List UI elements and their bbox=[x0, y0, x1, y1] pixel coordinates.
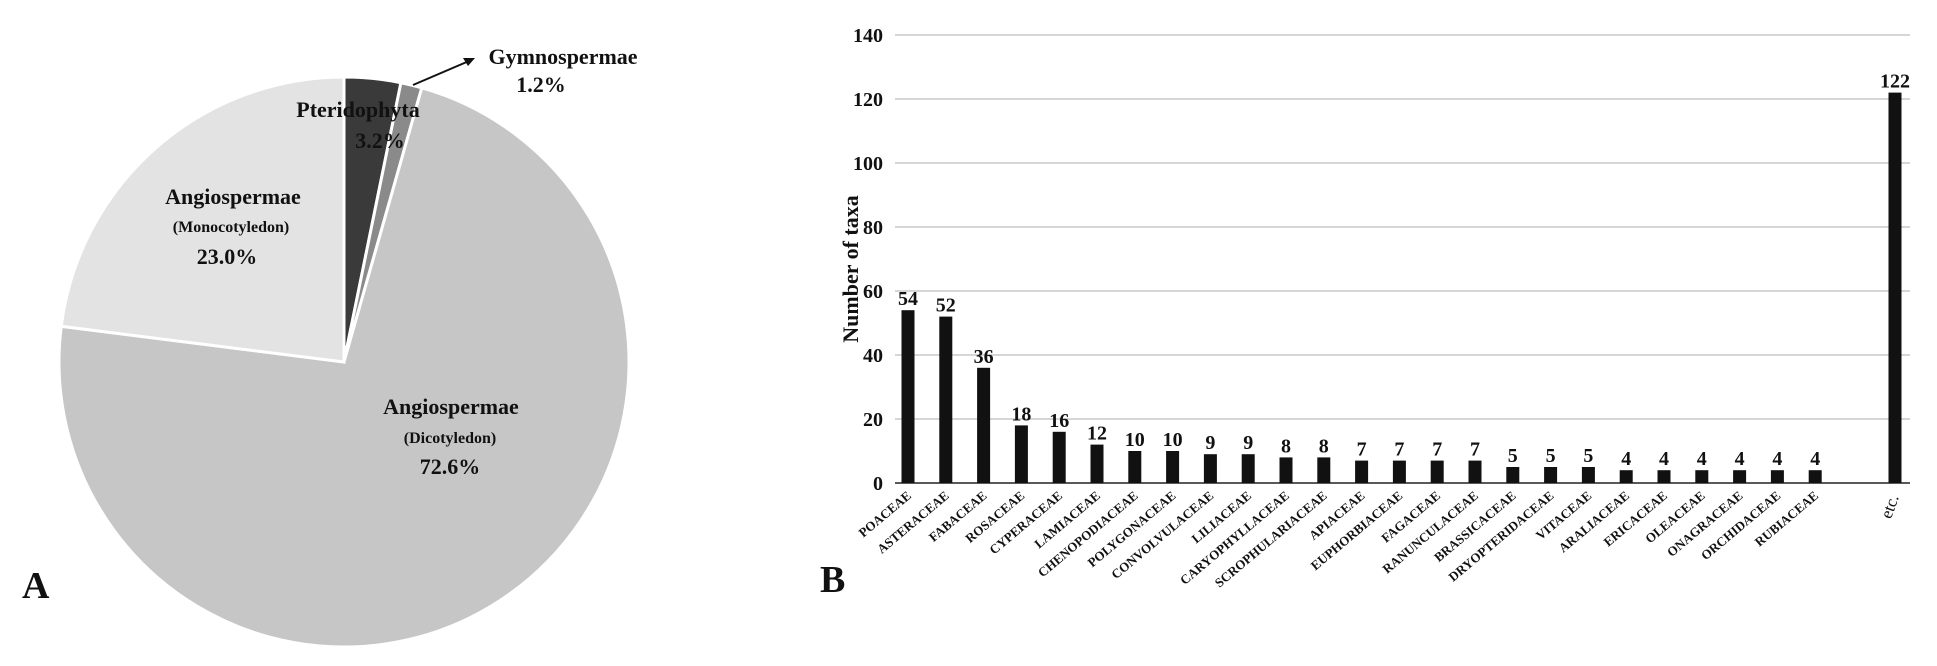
y-tick-label: 60 bbox=[863, 281, 883, 303]
y-tick-label: 80 bbox=[863, 217, 883, 239]
pie-value-pteridophyta: 3.2% bbox=[355, 128, 405, 153]
pie-chart: Pteridophyta 3.2% Gymnospermae 1.2% Angiospe… bbox=[57, 44, 638, 649]
y-tick-label: 140 bbox=[853, 25, 883, 47]
bar-fagaceae bbox=[1430, 460, 1444, 483]
pie-label-monocot: Angiospermae bbox=[165, 184, 301, 209]
bar-value-label: 4 bbox=[1697, 448, 1707, 470]
pie-slice-angiospermae-dicotyledon bbox=[57, 85, 631, 649]
bar-value-label: 5 bbox=[1546, 445, 1556, 467]
bar-brassicaceae bbox=[1506, 467, 1520, 483]
pie-value-monocot: 23.0% bbox=[197, 244, 258, 269]
bar-value-label: 7 bbox=[1394, 439, 1404, 461]
bar-etc bbox=[1888, 92, 1902, 483]
bar-value-label: 4 bbox=[1735, 448, 1745, 470]
bar-value-label: 4 bbox=[1810, 448, 1820, 470]
y-tick-label: 20 bbox=[863, 409, 883, 431]
bar-poaceae bbox=[901, 310, 915, 483]
y-tick-label: 40 bbox=[863, 345, 883, 367]
bar-value-label: 10 bbox=[1163, 429, 1183, 451]
bar-caryophyllaceae bbox=[1279, 457, 1293, 483]
bar-apiaceae bbox=[1355, 460, 1369, 483]
pie-value-dicot: 72.6% bbox=[420, 454, 481, 479]
bar-value-label: 4 bbox=[1659, 448, 1669, 470]
bar-value-label: 54 bbox=[898, 288, 918, 310]
bar-orchidaceae bbox=[1770, 470, 1784, 483]
y-tick-label: 120 bbox=[853, 89, 883, 111]
gymnospermae-leader-line bbox=[412, 60, 470, 86]
bar-value-label: 52 bbox=[936, 295, 956, 317]
bar-rosaceae bbox=[1014, 425, 1028, 483]
bar-lamiaceae bbox=[1090, 444, 1104, 483]
bar-polygonaceae bbox=[1166, 451, 1180, 483]
pie-label-pteridophyta: Pteridophyta bbox=[296, 97, 419, 122]
bar-euphorbiaceae bbox=[1392, 460, 1406, 483]
pie-value-gymnospermae: 1.2% bbox=[516, 72, 566, 97]
bar-value-label: 4 bbox=[1621, 448, 1631, 470]
bar-scrophulariaceae bbox=[1317, 457, 1331, 483]
y-tick-label: 100 bbox=[853, 153, 883, 175]
arrow-head-icon bbox=[463, 58, 475, 66]
bar-value-label: 10 bbox=[1125, 429, 1145, 451]
y-tick-label: 0 bbox=[873, 473, 883, 495]
bar-onagraceae bbox=[1733, 470, 1747, 483]
bar-value-label: 7 bbox=[1470, 439, 1480, 461]
panel-letter-b: B bbox=[820, 559, 845, 601]
bar-convolvulaceae bbox=[1203, 454, 1217, 483]
bar-asteraceae bbox=[939, 316, 953, 483]
bar-value-label: 9 bbox=[1243, 432, 1253, 454]
bar-vitaceae bbox=[1581, 467, 1595, 483]
category-label: etc. bbox=[1877, 492, 1903, 521]
bar-value-label: 5 bbox=[1583, 445, 1593, 467]
pie-label-gymnospermae: Gymnospermae bbox=[488, 44, 637, 69]
y-axis-label: Number of taxa bbox=[838, 195, 863, 342]
bar-value-label: 8 bbox=[1319, 435, 1329, 457]
bar-ericaceae bbox=[1657, 470, 1671, 483]
bar-dryopteridaceae bbox=[1544, 467, 1558, 483]
bar-cyperaceae bbox=[1052, 431, 1066, 483]
bar-araliaceae bbox=[1619, 470, 1633, 483]
bar-value-label: 7 bbox=[1357, 439, 1367, 461]
bar-liliaceae bbox=[1241, 454, 1255, 483]
bar-ranunculaceae bbox=[1468, 460, 1482, 483]
bar-rubiaceae bbox=[1808, 470, 1822, 483]
bar-value-label: 36 bbox=[974, 346, 994, 368]
bar-oleaceae bbox=[1695, 470, 1709, 483]
bar-value-label: 122 bbox=[1880, 71, 1910, 93]
bar-value-label: 9 bbox=[1205, 432, 1215, 454]
bar-fabaceae bbox=[977, 367, 991, 483]
pie-sub-dicot: (Dicotyledon) bbox=[404, 430, 496, 447]
pie-slice-angiospermae-monocotyledon bbox=[59, 75, 346, 364]
bar-value-label: 8 bbox=[1281, 435, 1291, 457]
panel-letter-a: A bbox=[22, 565, 50, 607]
bar-value-label: 5 bbox=[1508, 445, 1518, 467]
bar-chenopodiaceae bbox=[1128, 451, 1142, 483]
bar-value-label: 18 bbox=[1011, 403, 1031, 425]
pie-label-dicot: Angiospermae bbox=[383, 394, 519, 419]
bar-value-label: 7 bbox=[1432, 439, 1442, 461]
pie-sub-monocot: (Monocotyledon) bbox=[173, 219, 289, 236]
bar-value-label: 12 bbox=[1087, 423, 1107, 445]
bar-value-label: 4 bbox=[1772, 448, 1782, 470]
bar-value-label: 16 bbox=[1049, 410, 1069, 432]
